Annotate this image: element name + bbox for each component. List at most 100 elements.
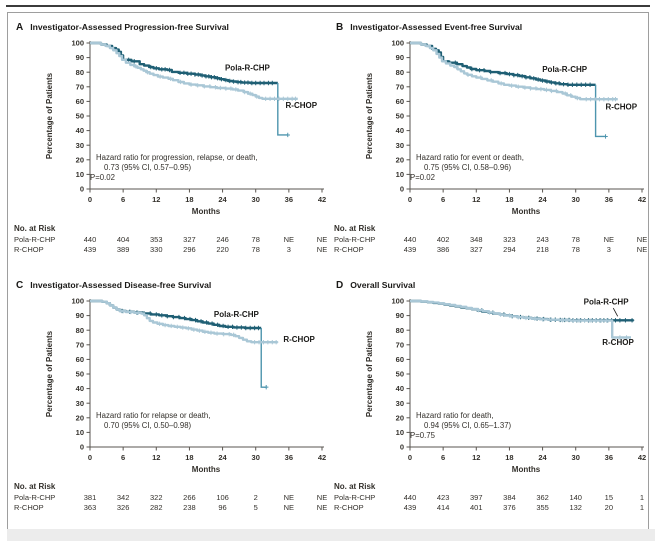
censor-mark <box>476 307 481 313</box>
risk-value: 384 <box>503 493 516 502</box>
censor-mark <box>454 64 459 70</box>
y-tick-label: 100 <box>391 297 404 306</box>
y-axis-title: Percentage of Patients <box>45 330 54 417</box>
censor-mark <box>281 96 286 101</box>
censor-mark <box>270 339 275 345</box>
risk-value: 78 <box>252 235 260 244</box>
panel-b-header: B Investigator-Assessed Event-free Surviv… <box>336 17 522 35</box>
risk-value: 440 <box>404 235 417 244</box>
censor-mark <box>606 97 611 102</box>
censor-mark <box>264 384 269 390</box>
risk-value: 282 <box>150 503 163 512</box>
censor-mark <box>565 82 571 87</box>
censor-mark <box>497 70 503 76</box>
y-tick-label: 0 <box>80 185 84 194</box>
censor-mark <box>576 318 582 323</box>
survival-curve-r-chop <box>90 299 278 344</box>
censor-mark <box>199 73 205 78</box>
x-tick-label: 12 <box>152 195 160 204</box>
y-tick-label: 30 <box>396 399 404 408</box>
panel-letter: B <box>336 22 344 33</box>
censor-mark <box>182 315 187 321</box>
y-tick-label: 30 <box>76 141 84 150</box>
censor-mark <box>231 79 236 84</box>
x-tick-label: 6 <box>121 453 125 462</box>
censor-mark <box>176 314 182 320</box>
censor-mark <box>219 77 224 82</box>
censor-mark <box>601 97 607 102</box>
censor-mark <box>193 317 198 323</box>
risk-table-title: No. at Risk <box>14 482 56 491</box>
y-tick-label: 20 <box>76 155 84 164</box>
censor-mark <box>571 318 576 323</box>
censor-mark <box>256 325 261 331</box>
risk-value: 401 <box>470 503 483 512</box>
censor-mark <box>603 134 608 139</box>
terminal-drop-line <box>594 84 606 138</box>
censor-mark <box>131 59 137 64</box>
risk-value: 78 <box>572 245 580 254</box>
censor-mark <box>266 80 271 86</box>
censor-mark <box>587 82 593 87</box>
x-tick-label: 18 <box>185 453 193 462</box>
censor-mark <box>481 67 487 73</box>
y-tick-label: 10 <box>76 170 84 179</box>
x-tick-label: 42 <box>318 195 326 204</box>
censor-mark <box>588 97 593 102</box>
risk-value: 294 <box>503 245 516 254</box>
panel-title-text: Overall Survival <box>350 280 416 290</box>
censor-mark <box>528 86 533 91</box>
y-tick-label: 40 <box>76 384 84 393</box>
panel-letter: C <box>16 280 24 291</box>
series-label-r-chop: R-CHOP <box>602 338 634 347</box>
risk-row-label: Pola-R-CHP <box>334 235 375 244</box>
y-tick-label: 80 <box>396 68 404 77</box>
censor-mark <box>247 91 253 96</box>
risk-value: 376 <box>503 503 516 512</box>
censor-mark <box>544 79 550 84</box>
censor-mark <box>257 80 263 86</box>
censor-mark <box>239 325 244 330</box>
top-rule <box>6 5 650 7</box>
hazard-ratio-text: 0.73 (95% CI, 0.57–0.95) <box>104 163 192 172</box>
figure-frame: 0 10 20 30 40 50 60 70 80 90 100 Percentage of Pati… <box>7 12 649 530</box>
censor-mark <box>254 94 260 99</box>
censor-mark <box>540 317 545 322</box>
censor-mark <box>247 325 253 331</box>
x-tick-label: 36 <box>605 195 613 204</box>
panel-title-text: Investigator-Assessed Event-free Surviva… <box>350 22 523 32</box>
risk-value: 296 <box>183 245 196 254</box>
hazard-ratio-text: 0.75 (95% CI, 0.58–0.96) <box>424 163 512 172</box>
risk-value: 323 <box>503 235 516 244</box>
x-tick-label: 18 <box>505 453 513 462</box>
censor-mark <box>273 339 279 345</box>
x-tick-label: 42 <box>638 195 646 204</box>
censor-mark <box>515 72 520 78</box>
censor-mark <box>593 318 598 323</box>
risk-value: 266 <box>183 493 196 502</box>
y-tick-label: 60 <box>76 97 84 106</box>
censor-mark <box>198 319 204 324</box>
censor-mark <box>218 85 223 91</box>
censor-mark <box>186 326 191 331</box>
censor-mark <box>261 80 267 86</box>
y-tick-label: 80 <box>76 68 84 77</box>
risk-value: 423 <box>437 493 450 502</box>
x-tick-label: 30 <box>252 453 260 462</box>
label-pointer-line <box>612 307 619 317</box>
risk-value: 381 <box>84 493 97 502</box>
censor-mark <box>498 312 503 317</box>
censor-mark <box>230 324 235 330</box>
risk-value: 106 <box>216 493 229 502</box>
censor-mark <box>228 86 234 91</box>
censor-mark <box>252 339 257 345</box>
series-label-r-chop: R-CHOP <box>283 335 315 344</box>
risk-value: 389 <box>117 245 130 254</box>
censor-mark <box>465 72 471 78</box>
censor-mark <box>604 318 609 323</box>
risk-table-title: No. at Risk <box>334 224 376 233</box>
censor-mark <box>231 332 236 338</box>
y-axis-title: Percentage of Patients <box>365 72 374 159</box>
